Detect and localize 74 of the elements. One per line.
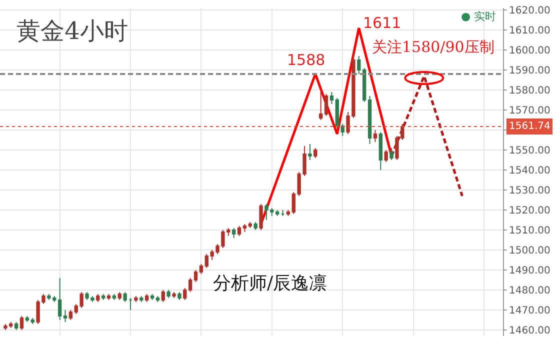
candlestick xyxy=(335,98,339,128)
candlestick xyxy=(123,292,127,302)
candlestick xyxy=(140,296,144,302)
annotation: 关注1580/90压制 xyxy=(372,38,494,56)
candlestick xyxy=(178,292,182,300)
candlestick xyxy=(308,144,312,160)
y-tick-label: 1540.00 xyxy=(509,166,550,176)
y-tick-label: 1620.00 xyxy=(509,6,550,16)
candlestick xyxy=(194,270,198,282)
y-tick-label: 1600.00 xyxy=(509,46,550,56)
annotation: 分析师/辰逸凛 xyxy=(213,273,328,294)
candlestick xyxy=(68,310,73,320)
candlestick xyxy=(362,68,366,102)
candlestick xyxy=(166,290,170,298)
y-tick-label: 1520.00 xyxy=(509,206,550,216)
ref-line-label: 1561.74 xyxy=(509,121,550,132)
candlestick xyxy=(242,224,247,232)
candlestick xyxy=(150,294,154,300)
candlestick xyxy=(357,56,361,74)
candlestick xyxy=(280,210,285,216)
candlestick xyxy=(324,94,328,116)
y-tick-label: 1510.00 xyxy=(509,226,550,236)
candlestick xyxy=(384,150,388,162)
candlestick xyxy=(63,310,68,322)
y-tick-label: 1610.00 xyxy=(509,26,550,36)
candlestick xyxy=(232,228,236,238)
candlestick xyxy=(30,318,34,324)
y-tick-label: 1470.00 xyxy=(509,306,550,316)
candlestick xyxy=(259,204,263,230)
candlestick xyxy=(248,222,252,228)
candlestick xyxy=(144,294,149,302)
candlestick xyxy=(368,96,372,144)
candlestick xyxy=(188,278,192,292)
candlestick xyxy=(96,294,100,302)
candlestick xyxy=(14,322,18,330)
annotation: ● 实时 xyxy=(461,10,496,23)
candlestick xyxy=(314,148,318,158)
candlestick xyxy=(390,148,394,160)
candlestick xyxy=(292,192,296,214)
candlestick xyxy=(286,210,290,216)
annotation: 1588 xyxy=(287,51,326,69)
y-tick-label: 1500.00 xyxy=(509,246,550,256)
candlestick xyxy=(101,294,106,300)
candlestick xyxy=(58,278,62,320)
candlestick xyxy=(319,92,323,120)
candlestick xyxy=(161,290,165,302)
candlestick xyxy=(106,294,111,300)
candlestick xyxy=(330,92,334,104)
y-tick-label: 1490.00 xyxy=(509,266,550,276)
y-tick-label: 1590.00 xyxy=(509,66,550,76)
y-tick-label: 1480.00 xyxy=(509,286,550,296)
candlestick xyxy=(378,132,382,170)
candlestick xyxy=(118,292,122,300)
candlestick xyxy=(340,124,344,136)
candlestick xyxy=(156,296,160,302)
candlestick xyxy=(183,288,187,300)
y-tick-label: 1530.00 xyxy=(509,186,550,196)
candlestick xyxy=(254,222,258,230)
candlestick xyxy=(112,294,116,300)
candlestick xyxy=(134,296,138,302)
candlestick xyxy=(237,226,242,236)
candlestick xyxy=(199,264,204,274)
candlestick xyxy=(373,130,378,142)
candlestick xyxy=(128,298,132,310)
candlestick xyxy=(25,316,30,322)
chart-title: 黄金4小时 xyxy=(16,17,128,45)
candlestick xyxy=(172,292,176,298)
y-tick-label: 1550.00 xyxy=(509,146,550,156)
y-tick-label: 1570.00 xyxy=(509,106,550,116)
annotation: 1611 xyxy=(363,14,402,32)
y-tick-label: 1460.00 xyxy=(509,326,550,336)
candlestick xyxy=(276,210,280,216)
candlestick xyxy=(20,316,24,330)
y-tick-label: 1580.00 xyxy=(509,86,550,96)
